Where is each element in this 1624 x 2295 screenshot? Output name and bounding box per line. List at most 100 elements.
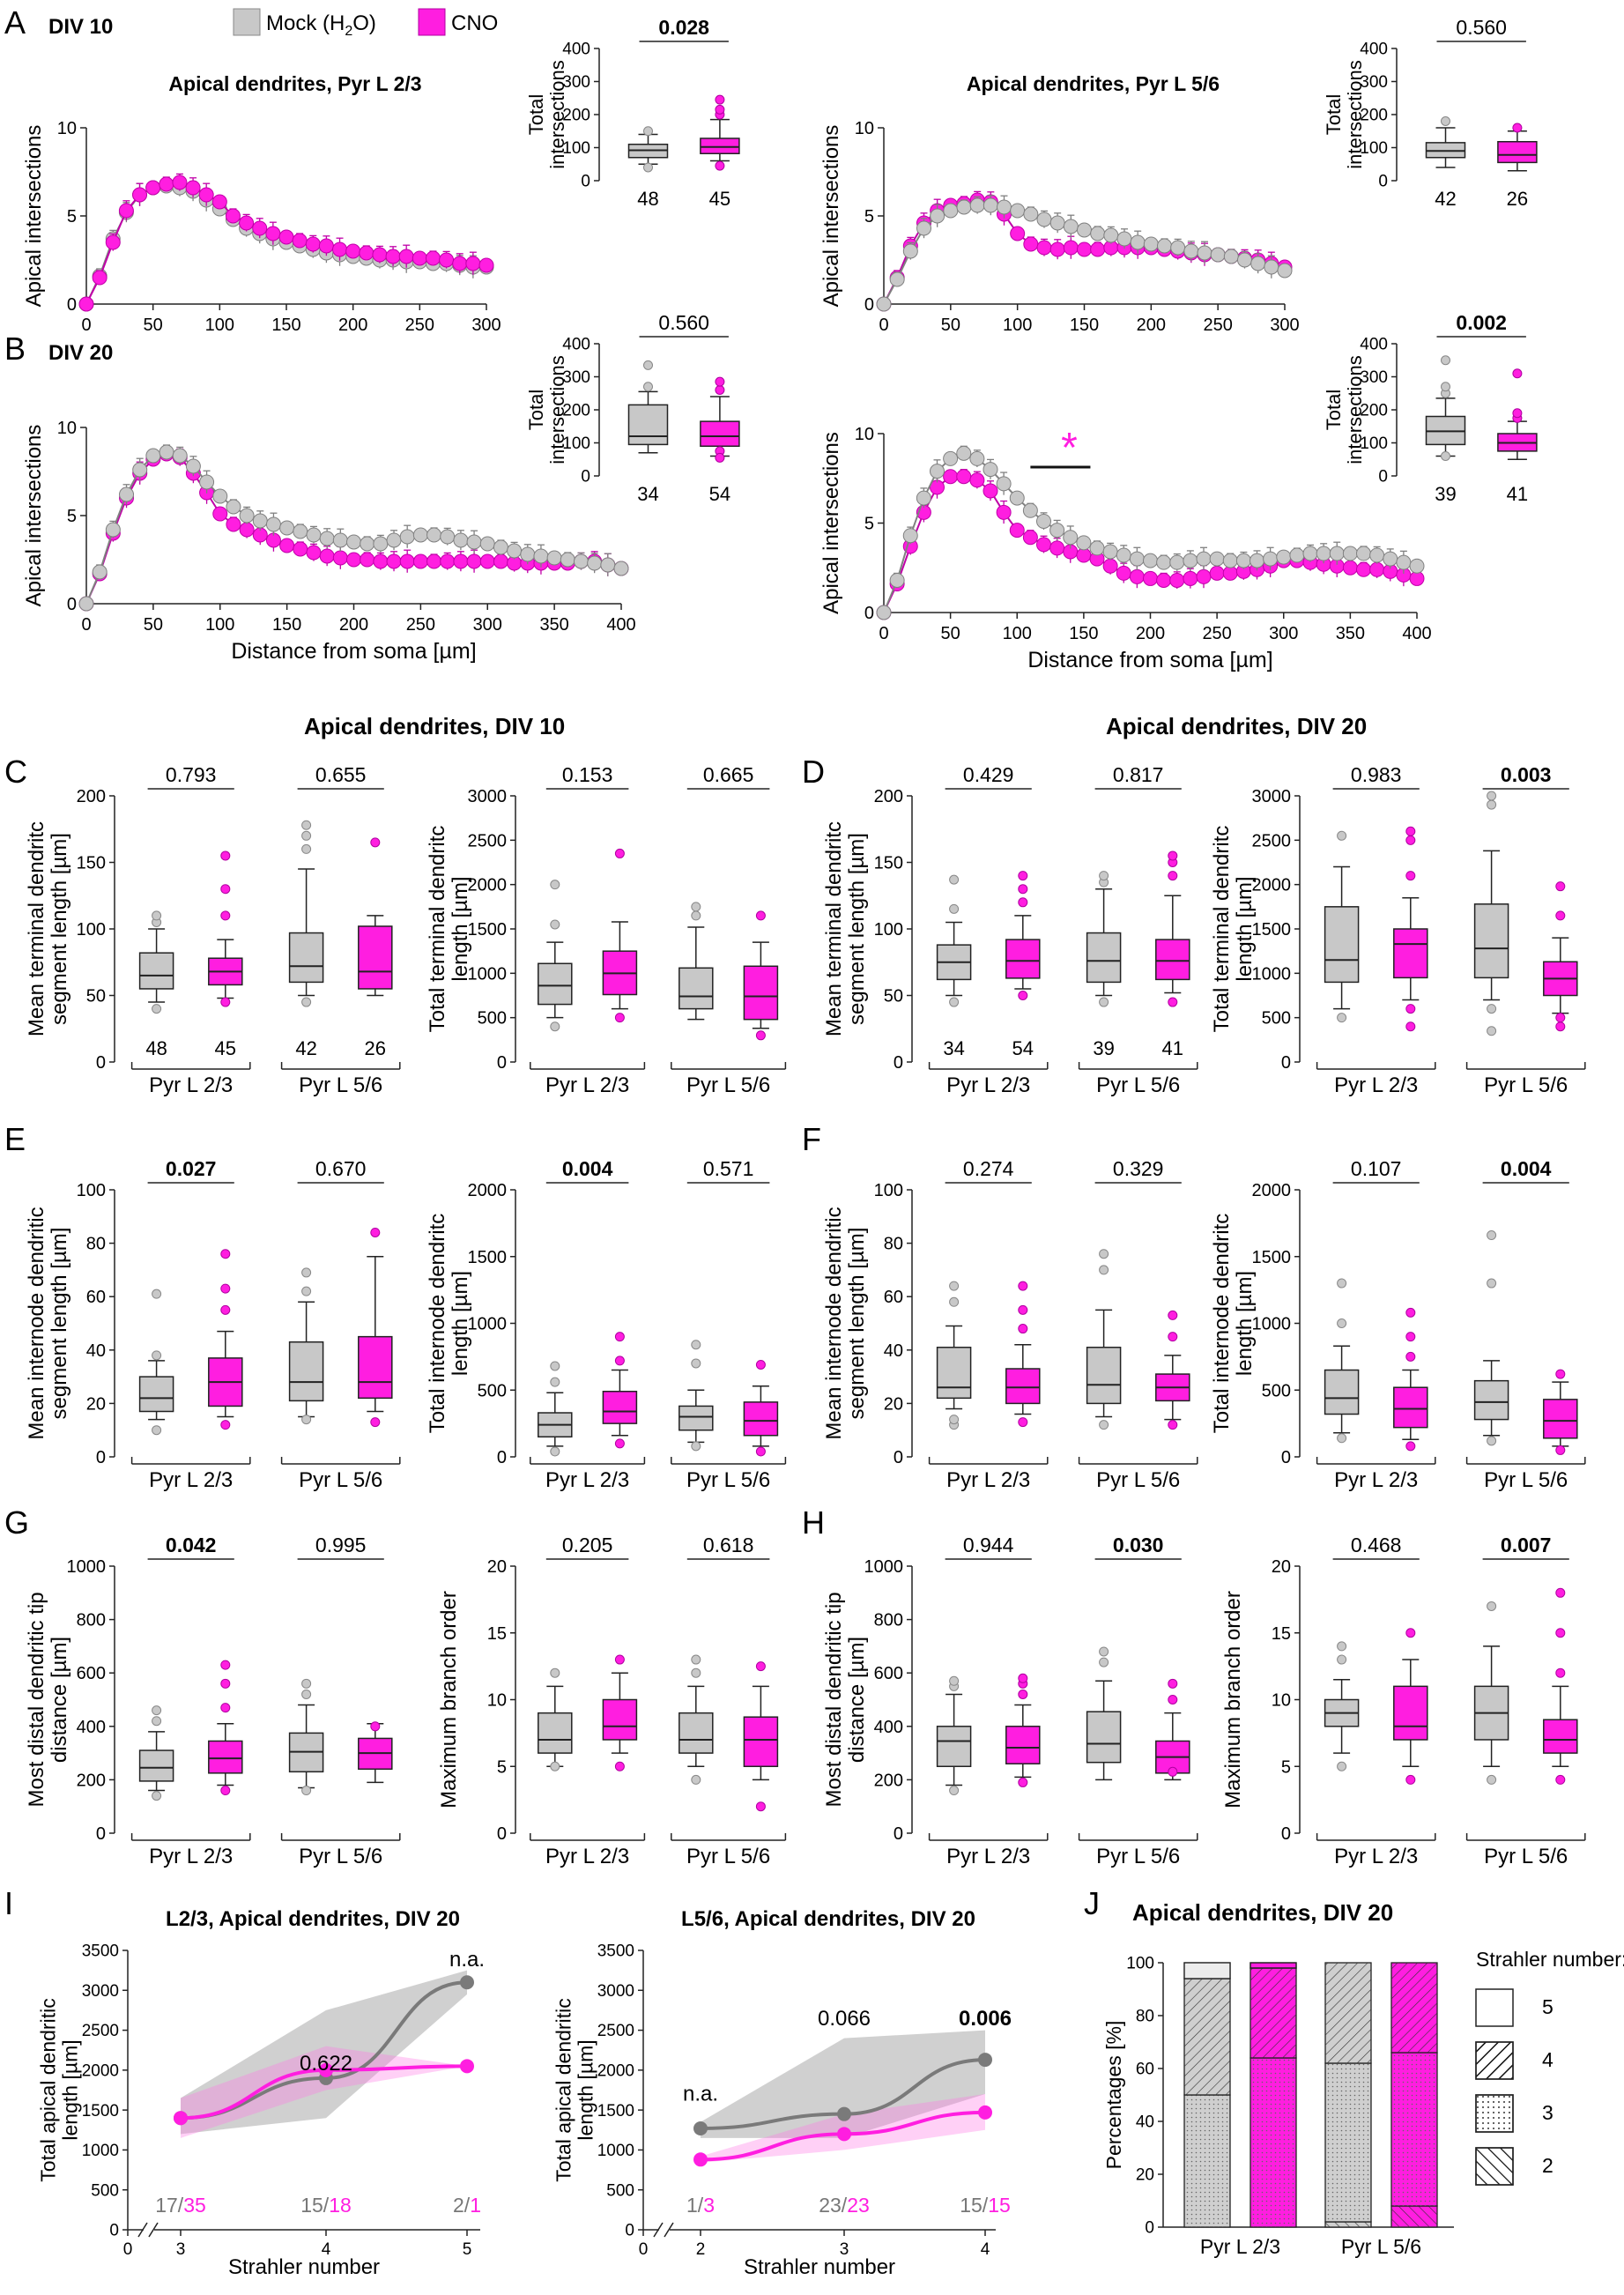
box-mock	[138, 952, 174, 990]
outlier-point	[755, 1661, 766, 1672]
y-tick-label: 15	[1272, 1624, 1291, 1644]
chart-F2: 0 500 1000 1500 2000 Total internode dendritc…	[1210, 1157, 1586, 1492]
box-cno	[1543, 1719, 1578, 1754]
data-point-mock	[493, 539, 508, 555]
outlier-point	[220, 1660, 231, 1670]
data-point-mock	[466, 534, 482, 550]
data-point-cno	[306, 545, 322, 561]
data-point-cno	[1116, 565, 1131, 581]
y-axis-label: Totalintersections	[525, 355, 568, 464]
data-point-cno	[425, 250, 441, 266]
p-value: 0.995	[315, 1534, 367, 1556]
outlier-point	[1337, 1654, 1347, 1665]
data-point-mock	[1049, 215, 1065, 231]
data-point-mock	[239, 508, 255, 524]
data-point-cno	[479, 553, 495, 569]
y-tick-label: 200	[77, 1771, 106, 1790]
sample-size-cno: 3	[703, 2194, 715, 2217]
data-point-cno	[118, 203, 134, 219]
data-point-mock	[1102, 544, 1118, 560]
outlier-point	[301, 1689, 312, 1699]
data-point-cno	[426, 553, 442, 569]
data-point-mock	[573, 553, 589, 569]
x-tick-label: 0	[879, 316, 888, 335]
x-tick-label: 0	[81, 615, 91, 635]
y-tick-label: 60	[884, 1288, 903, 1307]
y-tick-label: 300	[1360, 368, 1388, 387]
y-tick-label: 50	[86, 987, 106, 1006]
data-point-cno	[386, 553, 402, 569]
data-point-mock	[1356, 546, 1371, 561]
y-tick-label: 50	[884, 987, 903, 1006]
legend-swatch-pattern-2	[1475, 2147, 1514, 2186]
chart-H1: 0 200 400 600 800 1000 Most distal dendritic t…	[822, 1534, 1198, 1868]
outlier-point	[152, 1004, 162, 1014]
chart-D2: 0 500 1000 1500 2000 2500 3000 Total terminal d…	[1210, 763, 1586, 1097]
outlier-point	[643, 360, 653, 370]
data-point-cno	[265, 226, 281, 241]
panel-letter-F: F	[802, 1121, 821, 1157]
outlier-point	[1018, 1417, 1028, 1428]
outlier-point	[1555, 1587, 1566, 1598]
x-tick-label: 250	[1202, 624, 1231, 643]
data-point-cno	[1169, 572, 1185, 588]
y-tick-label: 300	[562, 368, 590, 387]
y-axis-label-line: Total apical dendritic	[552, 1998, 575, 2181]
chart-G2: 0 5 10 15 20 Maximum branch order Pyr L 2/3 0.2…	[437, 1534, 787, 1868]
outlier-point	[301, 1415, 312, 1425]
y-axis-label-line: Mean terminal dendritc	[822, 821, 846, 1036]
header-div20: Apical dendrites, DIV 20	[1106, 713, 1367, 739]
group-label: Pyr L 2/3	[1334, 1845, 1418, 1868]
y-tick-label: 400	[562, 41, 590, 59]
chart-E2: 0 500 1000 1500 2000 Total internode dendritc…	[426, 1157, 787, 1492]
sample-size: 41	[1162, 1037, 1183, 1059]
outlier-point	[1405, 1004, 1416, 1014]
bar-segment-strahler-5-fill	[1183, 1962, 1231, 1979]
x-tick-label: 250	[1203, 316, 1232, 335]
outlier-point	[755, 1359, 766, 1370]
outlier-point	[1337, 830, 1347, 841]
bar-segment-pattern-3	[1250, 2058, 1296, 2227]
y-tick-label: 5	[864, 207, 874, 227]
y-tick-label: 200	[1360, 402, 1388, 420]
y-tick-label: 2500	[1252, 831, 1292, 850]
outlier-point	[691, 1340, 701, 1350]
outlier-point	[220, 1283, 231, 1294]
p-value: 0.002	[1456, 311, 1507, 334]
data-point-mock	[145, 448, 161, 464]
data-point-mock	[293, 524, 308, 539]
p-value: 0.274	[963, 1157, 1014, 1180]
y-tick-label: 60	[1136, 2061, 1154, 2079]
data-point-cno	[359, 245, 374, 261]
legend-cno-swatch	[418, 8, 446, 36]
sample-size-mock: 15	[300, 2194, 323, 2217]
y-axis-label: Maximum branch order	[437, 1591, 461, 1809]
data-point-cno	[318, 238, 334, 254]
y-axis-label-line: length [µm]	[59, 2039, 82, 2140]
outlier-point	[614, 1355, 625, 1366]
x-tick-label: 300	[473, 615, 502, 635]
p-value: n.a.	[683, 2082, 718, 2106]
y-tick-label: 10	[57, 119, 77, 138]
data-point-cno	[385, 249, 401, 264]
data-point-cno	[1102, 558, 1118, 574]
outlier-point	[1512, 368, 1523, 379]
data-point-cno	[440, 553, 456, 569]
group-label: Pyr L 5/6	[1484, 1845, 1568, 1868]
y-tick-label: 0	[1378, 468, 1388, 486]
data-point-mock	[453, 532, 469, 548]
y-tick-label: 0	[581, 468, 590, 486]
outlier-point	[1018, 1281, 1028, 1291]
legend-swatch-strahler-5	[1475, 1988, 1514, 2027]
y-axis-label: Totalintersections	[1323, 60, 1366, 169]
box-cno	[700, 420, 740, 447]
y-axis-label-line: length [µm]	[1233, 876, 1257, 981]
data-point-mock	[1237, 252, 1252, 268]
x-tick-label: 4	[981, 2240, 990, 2259]
y-axis-label-line: Maximum branch order	[1221, 1591, 1245, 1809]
data-point-cno	[493, 553, 508, 569]
y-axis-label: Total internode dendritclength [µm]	[426, 1214, 472, 1434]
y-tick-label: 80	[884, 1235, 903, 1254]
outlier-point	[1099, 1249, 1109, 1259]
